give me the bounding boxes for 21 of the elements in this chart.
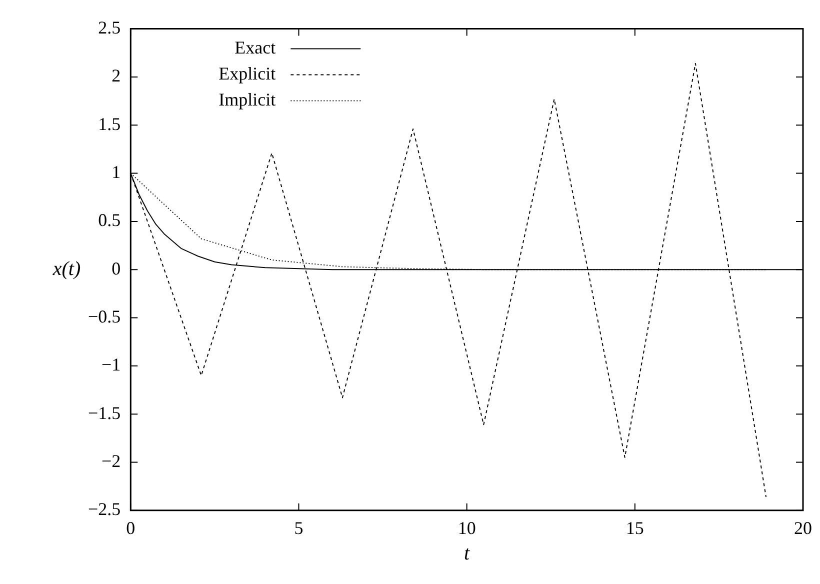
y-tick-label: 0.5 xyxy=(98,210,121,230)
x-tick-label: 0 xyxy=(126,518,136,538)
x-tick-label: 10 xyxy=(458,518,476,538)
x-tick-label: 20 xyxy=(794,518,812,538)
legend-label: Explicit xyxy=(218,64,276,84)
x-tick-label: 15 xyxy=(626,518,644,538)
legend-label: Exact xyxy=(234,38,276,58)
y-tick-label: −2.5 xyxy=(88,499,121,520)
y-tick-label: −1 xyxy=(101,354,121,375)
y-axis-title: x(t) xyxy=(52,258,81,280)
y-tick-label: −0.5 xyxy=(88,306,121,326)
x-axis-title: t xyxy=(464,542,470,565)
y-tick-label: 1 xyxy=(112,162,121,182)
y-tick-label: −1.5 xyxy=(88,402,121,423)
x-tick-label: 5 xyxy=(294,518,304,538)
y-tick-label: 1.5 xyxy=(98,114,121,134)
legend-label: Implicit xyxy=(218,90,276,110)
y-tick-label: 2.5 xyxy=(98,18,121,38)
y-tick-label: −2 xyxy=(101,450,121,471)
y-tick-label: 2 xyxy=(112,66,121,86)
y-tick-label: 0 xyxy=(112,258,121,278)
